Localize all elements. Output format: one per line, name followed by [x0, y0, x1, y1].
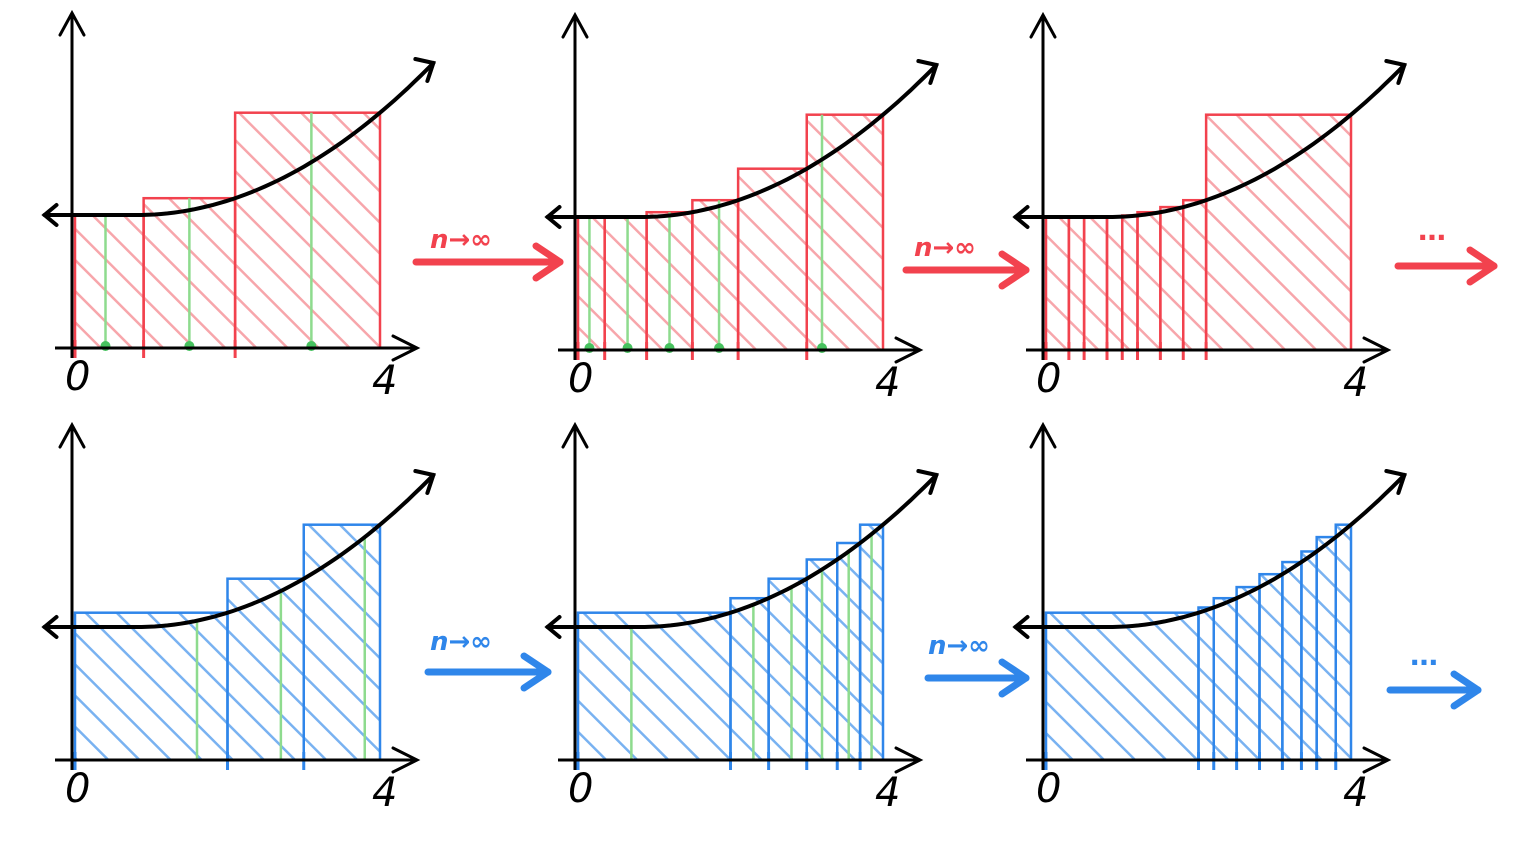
- riemann-rectangle: [73, 611, 229, 762]
- riemann-rectangle: [233, 111, 382, 350]
- curve-left-arrowhead: [41, 615, 59, 639]
- curve-left-arrowhead: [1012, 615, 1030, 639]
- riemann-rectangle: [603, 215, 648, 352]
- x-tick-label-end: 4: [875, 360, 900, 406]
- riemann-rectangle: [1105, 215, 1124, 352]
- riemann-rectangle: [1235, 585, 1261, 762]
- riemann-rectangle: [1315, 535, 1337, 762]
- riemann-rectangle: [1281, 560, 1303, 762]
- curve-left-arrowhead: [41, 203, 59, 227]
- curve-right-arrowhead: [916, 469, 939, 495]
- riemann-rectangle: [1197, 606, 1215, 762]
- transition-arrow-4: n→∞: [424, 627, 552, 692]
- y-axis-arrowhead: [58, 9, 86, 37]
- riemann-rectangle: [1334, 523, 1353, 762]
- riemann-rectangle: [576, 215, 606, 352]
- curve-left-arrowhead: [544, 205, 562, 229]
- y-axis-arrowhead: [561, 421, 589, 449]
- riemann-rectangle: [1082, 215, 1109, 352]
- x-tick-label-start: 0: [65, 354, 90, 400]
- riemann-rectangle: [73, 213, 145, 350]
- limit-label: n→∞: [430, 225, 492, 255]
- riemann-rectangle: [729, 596, 770, 762]
- transition-arrow-head: [998, 658, 1030, 698]
- riemann-rectangle: [1182, 198, 1208, 352]
- transition-arrow-head: [998, 250, 1030, 290]
- y-axis-arrowhead: [1029, 11, 1057, 39]
- limit-label: n→∞: [914, 233, 976, 263]
- riemann-rectangle: [767, 577, 808, 762]
- riemann-rectangle: [1300, 550, 1318, 762]
- x-tick-label-start: 0: [65, 766, 90, 812]
- x-axis-arrowhead: [391, 746, 421, 774]
- riemann-rectangle: [1204, 113, 1353, 352]
- x-tick-label-end: 4: [372, 358, 397, 404]
- x-axis-arrowhead: [894, 336, 924, 364]
- function-curve: [545, 63, 939, 219]
- function-curve: [1013, 473, 1407, 629]
- x-tick-label-start: 0: [1036, 766, 1061, 812]
- y-axis-arrowhead: [58, 421, 86, 449]
- riemann-rectangle: [1212, 596, 1238, 762]
- riemann-rectangle: [1044, 611, 1200, 762]
- x-tick-label-start: 0: [1036, 356, 1061, 402]
- transition-arrow-5: n→∞: [924, 631, 1030, 698]
- y-axis-arrowhead: [1029, 421, 1057, 449]
- riemann-rectangle: [576, 611, 732, 762]
- transition-arrow-1: n→∞: [412, 225, 564, 282]
- riemann-rectangle: [1136, 210, 1162, 352]
- curve-left-arrowhead: [544, 615, 562, 639]
- transition-arrow-head: [520, 652, 552, 692]
- x-axis-arrowhead: [894, 746, 924, 774]
- x-tick-label-start: 0: [568, 356, 593, 402]
- x-axis-arrowhead: [1362, 746, 1392, 774]
- function-curve: [42, 61, 436, 217]
- x-tick-label-end: 4: [1343, 360, 1368, 406]
- function-curve: [42, 473, 436, 629]
- y-axis-arrowhead: [561, 11, 589, 39]
- riemann-rectangle: [691, 198, 740, 352]
- curve-left-arrowhead: [1012, 205, 1030, 229]
- x-tick-label-end: 4: [875, 770, 900, 816]
- limit-label: n→∞: [928, 631, 990, 661]
- curve-right-arrowhead: [1384, 469, 1407, 495]
- riemann-rectangle: [226, 577, 305, 762]
- curve-right-arrowhead: [1384, 59, 1407, 85]
- limit-label: n→∞: [430, 627, 492, 657]
- riemann-rectangle: [1121, 214, 1139, 352]
- riemann-rectangle: [1044, 215, 1071, 352]
- riemann-rectangle: [1067, 215, 1086, 352]
- continuation-dots: …: [1418, 214, 1446, 247]
- transition-arrow-head: [532, 242, 564, 282]
- x-axis-arrowhead: [391, 334, 421, 362]
- riemann-rectangle: [805, 113, 885, 352]
- transition-arrow-head: [1450, 670, 1482, 710]
- transition-arrow-2: n→∞: [902, 233, 1030, 290]
- x-tick-label-end: 4: [1343, 770, 1368, 816]
- transition-arrow-6: …: [1386, 639, 1482, 710]
- curve-right-arrowhead: [413, 469, 436, 495]
- curve-right-arrowhead: [916, 59, 939, 85]
- continuation-dots: …: [1410, 639, 1438, 672]
- function-curve: [545, 473, 939, 629]
- x-tick-label-start: 0: [568, 766, 593, 812]
- x-tick-label-end: 4: [372, 770, 397, 816]
- curve-right-arrowhead: [413, 57, 436, 83]
- function-curve: [1013, 63, 1407, 219]
- transition-arrow-3: …: [1394, 214, 1498, 286]
- riemann-rectangle: [1159, 205, 1185, 352]
- riemann-rectangle: [302, 523, 382, 762]
- riemann-rectangle: [1258, 572, 1284, 762]
- transition-arrow-head: [1466, 246, 1498, 286]
- x-axis-arrowhead: [1362, 336, 1392, 364]
